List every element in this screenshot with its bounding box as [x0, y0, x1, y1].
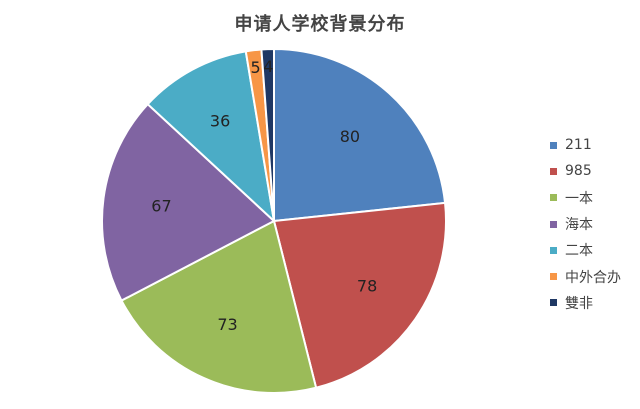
legend-label: 海本 — [565, 217, 593, 234]
legend-item-海本: 海本 — [550, 211, 621, 237]
legend-swatch — [550, 299, 557, 307]
legend-item-211: 211 — [550, 132, 621, 158]
pie-slice-一本 — [120, 219, 318, 395]
legend-item-985: 985 — [550, 158, 621, 184]
data-label-海本: 67 — [151, 196, 171, 215]
data-label-二本: 36 — [210, 112, 230, 131]
pie-slice-海本 — [101, 102, 276, 302]
data-label-雙非: 4 — [263, 57, 273, 76]
data-label-中外合办: 5 — [251, 58, 261, 77]
legend-label: 二本 — [565, 243, 593, 260]
pie-slice-雙非 — [260, 47, 275, 222]
legend-label: 211 — [565, 137, 592, 154]
legend-swatch — [550, 220, 557, 228]
data-label-一本: 73 — [217, 315, 237, 334]
data-label-211: 80 — [340, 127, 360, 146]
legend-item-一本: 一本 — [550, 185, 621, 211]
chart-legend: 211 985 一本海本二本中外合办雙非 — [550, 132, 621, 316]
legend-swatch — [550, 246, 557, 254]
legend-label: 一本 — [565, 190, 593, 207]
data-label-985: 78 — [357, 276, 377, 295]
chart-title: 申请人学校背景分布 — [234, 14, 406, 35]
legend-swatch — [550, 167, 557, 175]
legend-item-中外合办: 中外合办 — [550, 263, 621, 289]
legend-swatch — [550, 273, 557, 281]
pie-data-labels: 80 78 73 67 36 5 4 — [151, 57, 377, 334]
legend-item-二本: 二本 — [550, 237, 621, 263]
pie-slice-二本 — [146, 50, 276, 224]
legend-label: 雙非 — [565, 295, 593, 312]
legend-item-雙非: 雙非 — [550, 290, 621, 316]
pie-slice-985 — [272, 201, 447, 389]
pie-slice-211 — [273, 47, 447, 223]
legend-swatch — [550, 194, 557, 202]
legend-label: 中外合办 — [565, 269, 621, 286]
legend-swatch — [550, 141, 557, 149]
legend-label: 985 — [565, 163, 592, 180]
pie-slices — [101, 47, 447, 395]
